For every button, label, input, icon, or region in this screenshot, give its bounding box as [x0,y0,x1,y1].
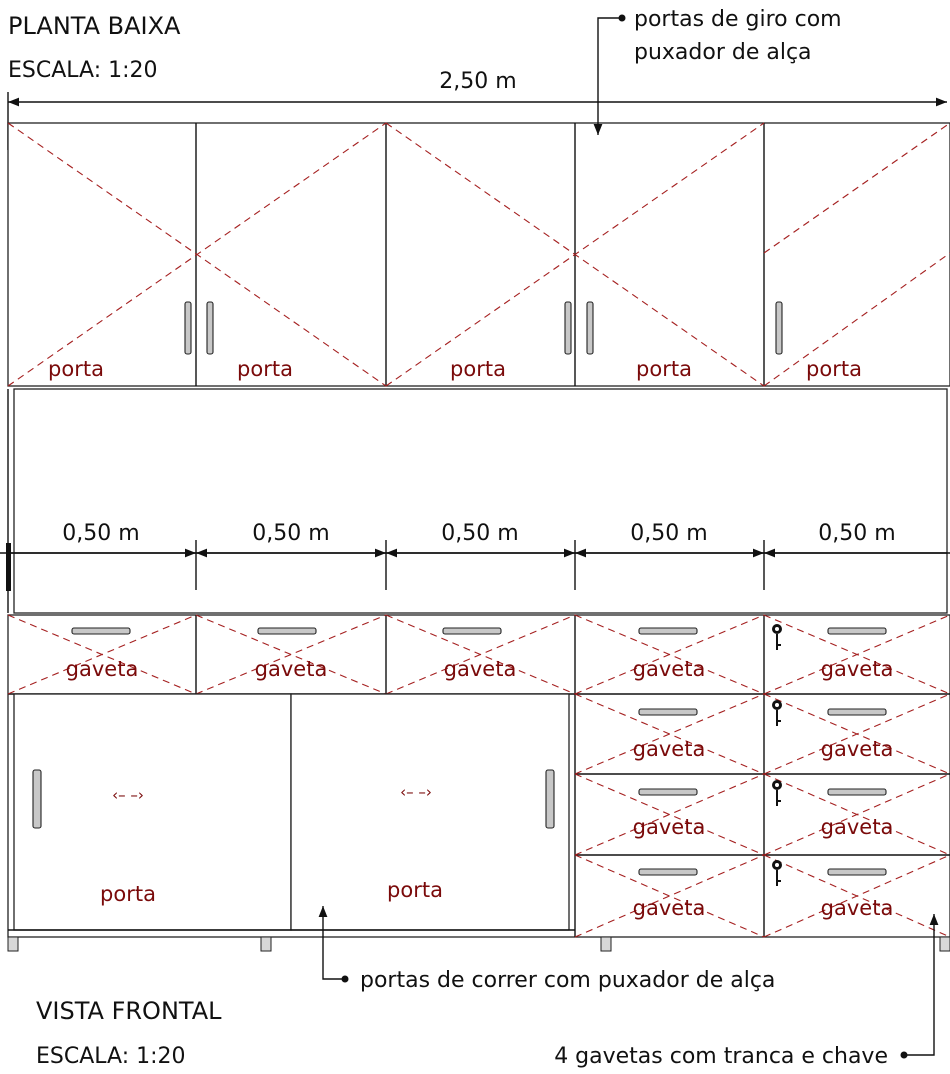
lock-icon [772,700,782,726]
sliding-door-left [13,693,292,931]
drawer-label-1: gaveta [66,657,139,681]
stack-b2-diagonals [763,773,950,856]
module-width-label-2: 0,50 m [252,521,329,546]
upper-door-label-4: porta [636,357,692,381]
cabinet-foot-2 [260,936,272,952]
cabinet-foot-3 [600,936,612,952]
upper-door-label-1: porta [48,357,104,381]
lock-icon [772,624,782,650]
plan-scale: ESCALA: 1:20 [8,58,158,83]
module-width-label-1: 0,50 m [62,521,139,546]
drawer-2-diagonals [195,614,387,695]
module-ext-left-mark [6,543,11,591]
drawer-label-5: gaveta [821,657,894,681]
door-handle-2 [206,301,214,355]
hinged-doors-leader-dot [618,14,626,22]
stack-label-a3: gaveta [633,896,706,920]
module-width-label-4: 0,50 m [630,521,707,546]
module-width-label-5: 0,50 m [818,521,895,546]
cabinet-foot-1 [7,936,19,952]
door-handle-4 [586,301,594,355]
sliding-door-right [290,693,570,931]
plan-title: PLANTA BAIXA [8,12,181,40]
upper-door-5-diagonals [763,122,950,387]
stack-label-a2: gaveta [633,815,706,839]
stack-handle-a2 [638,788,698,796]
stack-handle-b3 [827,868,887,876]
door-handle-1 [184,301,192,355]
sliding-doors-note: portas de correr com puxador de alça [318,906,775,993]
drawer-label-4: gaveta [633,657,706,681]
sliding-door-handle-left [32,769,42,829]
stack-b3-diagonals [763,854,950,938]
drawer-handle-4 [638,627,698,635]
hinged-doors-note-line2: puxador de alça [634,40,812,65]
drawer-handle-5 [827,627,887,635]
lower-cabinet: gaveta gaveta gaveta gaveta gaveta ‹– –›… [7,614,950,952]
stack-label-b3: gaveta [821,896,894,920]
hinged-doors-leader [593,17,620,135]
upper-cabinet-frame [7,122,950,387]
upper-doors-1-2-diagonals [7,122,387,387]
drawer-handle-1 [71,627,131,635]
sliding-doors-leader [318,906,342,980]
sliding-arrow-left: ‹– –› [112,786,144,804]
lock-drawers-note-text: 4 gavetas com tranca e chave [554,1044,888,1069]
stack-label-b2: gaveta [821,815,894,839]
hinged-doors-note-line1: portas de giro com [634,7,842,32]
drawer-1-diagonals [7,614,197,695]
stack-handle-a3 [638,868,698,876]
lock-icon [772,780,782,806]
stack-a2-diagonals [574,773,765,856]
drawer-handle-2 [257,627,317,635]
view-title: VISTA FRONTAL [36,997,222,1025]
drawer-5-diagonals [763,614,950,695]
stack-label-b1: gaveta [821,737,894,761]
lock-drawers-leader [907,914,939,1056]
sliding-doors-leader-dot [341,975,349,983]
module-width-label-3: 0,50 m [441,521,518,546]
lock-drawers-note: 4 gavetas com tranca e chave [554,914,939,1069]
sliding-doors-note-text: portas de correr com puxador de alça [360,968,775,993]
stack-handle-b1 [827,708,887,716]
upper-door-label-3: porta [450,357,506,381]
upper-cabinet: porta porta porta porta porta [7,122,950,387]
lock-drawers-leader-dot [900,1051,908,1059]
drawer-3-diagonals [385,614,576,695]
view-scale: ESCALA: 1:20 [36,1044,186,1069]
drawer-4-diagonals [574,614,765,695]
stack-b1-diagonals [763,693,950,775]
module-dimensions: 0,50 m 0,50 m 0,50 m 0,50 m 0,50 m [0,521,950,591]
cabinet-foot-4 [939,936,950,952]
lock-icon [772,860,782,886]
stack-a3-diagonals [574,854,765,938]
door-handle-5 [775,301,783,355]
stack-handle-b2 [827,788,887,796]
wall-panel [13,388,948,614]
drawer-handle-3 [442,627,502,635]
sliding-door-label-left: porta [100,882,156,906]
drawer-label-2: gaveta [255,657,328,681]
upper-door-label-5: porta [806,357,862,381]
stack-handle-a1 [638,708,698,716]
sliding-door-label-right: porta [387,878,443,902]
door-handle-3 [564,301,572,355]
upper-doors-3-4-diagonals [385,122,765,387]
drawer-label-3: gaveta [444,657,517,681]
sliding-arrow-right: ‹– –› [400,783,432,801]
stack-label-a1: gaveta [633,737,706,761]
upper-door-label-2: porta [237,357,293,381]
hinged-doors-note: portas de giro com puxador de alça [593,7,842,135]
total-width-label: 2,50 m [439,69,516,94]
sliding-door-handle-right [545,769,555,829]
stack-a1-diagonals [574,693,765,775]
